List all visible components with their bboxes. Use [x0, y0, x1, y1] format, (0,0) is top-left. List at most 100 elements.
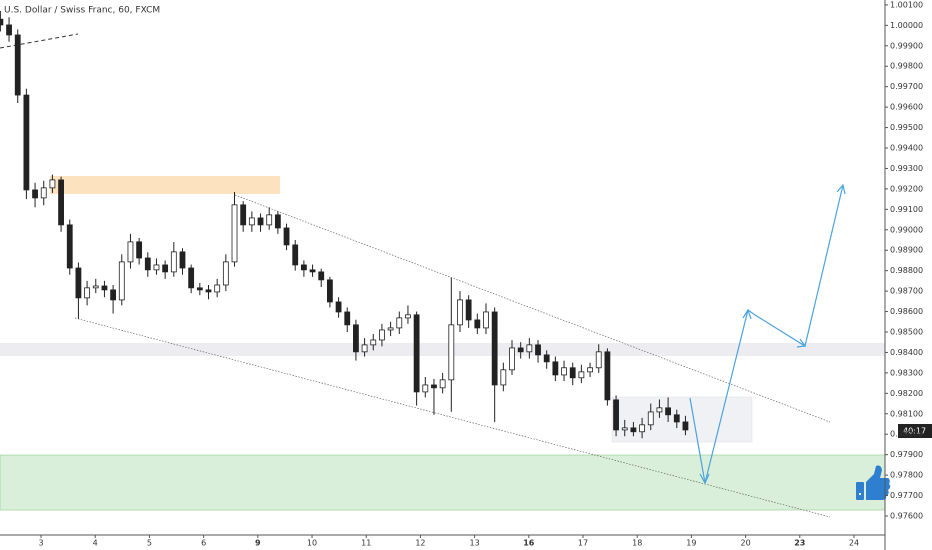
supply-zone	[50, 176, 280, 194]
trend-line	[0, 33, 79, 49]
x-tick-label: 12	[415, 539, 425, 548]
y-tick-label: 0.97800	[890, 471, 923, 480]
y-tick-label: 0.99500	[890, 123, 923, 132]
x-tick-label: 4	[93, 539, 98, 548]
candle-body	[110, 289, 117, 301]
candle-body	[222, 261, 229, 286]
x-tick-label: 23	[794, 539, 805, 548]
candle-body	[465, 299, 472, 321]
candle-body	[569, 367, 576, 379]
candle-body	[422, 384, 429, 393]
candle-body	[309, 269, 316, 273]
resistance-band	[0, 343, 885, 356]
x-tick-label: 18	[632, 539, 642, 548]
y-tick-label: 0.99200	[890, 184, 923, 193]
y-tick-label: 0.98800	[890, 266, 923, 275]
candle-body	[535, 344, 541, 356]
countdown-box	[898, 424, 932, 438]
y-tick-label: 0.98600	[890, 307, 923, 316]
x-tick-label: 17	[578, 539, 588, 548]
candle-body	[474, 319, 481, 329]
candle-body	[387, 327, 394, 331]
candle-body	[118, 261, 125, 301]
candle-body	[14, 34, 21, 96]
channel-upper	[234, 194, 831, 423]
y-tick-label: 0.99000	[890, 225, 923, 234]
y-tick-label: 1.00100	[890, 0, 923, 9]
x-tick-label: 6	[201, 539, 206, 548]
candle-body	[621, 427, 628, 431]
x-tick-label: 24	[849, 539, 859, 548]
y-tick-label: 0.97700	[890, 491, 923, 500]
candle-body	[188, 267, 195, 289]
candle-body	[509, 347, 515, 371]
candle-body	[335, 301, 342, 313]
candle-body	[665, 407, 671, 416]
y-tick-label: 0.98900	[890, 246, 923, 255]
y-tick-label: 0.99400	[890, 144, 923, 153]
countdown: 40:17	[903, 427, 926, 436]
candle-body	[448, 324, 455, 381]
y-tick-label: 0.98500	[890, 327, 923, 336]
candle-body	[136, 241, 143, 259]
candle-body	[500, 369, 507, 386]
candle-body	[32, 189, 38, 199]
candle-body	[248, 217, 255, 226]
y-tick-label: 0.98400	[890, 348, 923, 357]
candle-body	[431, 384, 437, 389]
candle-body	[283, 227, 290, 246]
y-tick-label: 0.99800	[890, 62, 923, 71]
candle-body	[491, 311, 498, 386]
candle-body	[604, 351, 611, 401]
candle-body	[587, 367, 593, 373]
candle-body	[413, 314, 420, 393]
candle-body	[127, 241, 134, 263]
candle-body	[457, 299, 463, 326]
candle-body	[84, 287, 90, 299]
candle-body	[292, 244, 299, 266]
y-tick-label: 0.98300	[890, 368, 923, 377]
candle-body	[682, 421, 689, 431]
range-box	[611, 396, 753, 443]
candle-body	[647, 411, 654, 426]
candle-body	[205, 289, 212, 293]
candle-body	[405, 314, 411, 319]
x-tick-label: 9	[255, 539, 261, 548]
y-tick-label: 0.99900	[890, 41, 923, 50]
candle-body	[214, 284, 221, 293]
candle-body	[517, 347, 524, 353]
x-tick-label: 5	[147, 539, 152, 548]
candle-body	[396, 317, 403, 329]
candle-body	[318, 271, 325, 281]
candle-body	[153, 264, 160, 271]
candle-body	[353, 324, 359, 353]
arrow-head	[796, 338, 807, 348]
candle-body	[231, 204, 238, 263]
y-tick-label: 0.99700	[890, 82, 923, 91]
candle-body	[170, 251, 177, 273]
candle-body	[6, 24, 12, 36]
candle-body	[439, 379, 446, 389]
candle-body	[561, 367, 567, 376]
channel-lower	[74, 317, 831, 518]
y-tick-label: 0.99300	[890, 164, 923, 173]
candle-body	[639, 424, 645, 433]
arrow-head	[699, 473, 710, 485]
y-tick-label: 0.99600	[890, 103, 923, 112]
y-tick-label: 0.97900	[890, 450, 923, 459]
candle-body	[613, 399, 619, 431]
candle-body	[257, 217, 264, 226]
chart-title: U.S. Dollar / Swiss Franc, 60, FXCM	[4, 6, 160, 16]
candle-body	[344, 311, 351, 326]
candle-body	[75, 267, 82, 299]
y-tick-label: 0.98200	[890, 389, 923, 398]
arrow-head	[836, 183, 846, 195]
candle-body	[266, 214, 273, 226]
candle-body	[162, 264, 169, 273]
candle-body	[240, 204, 247, 226]
candle-body	[656, 407, 663, 413]
x-tick-label: 13	[470, 539, 480, 548]
candle-body	[58, 179, 64, 226]
candle-body	[144, 257, 151, 271]
y-tick-label: 1.00000	[890, 21, 923, 30]
